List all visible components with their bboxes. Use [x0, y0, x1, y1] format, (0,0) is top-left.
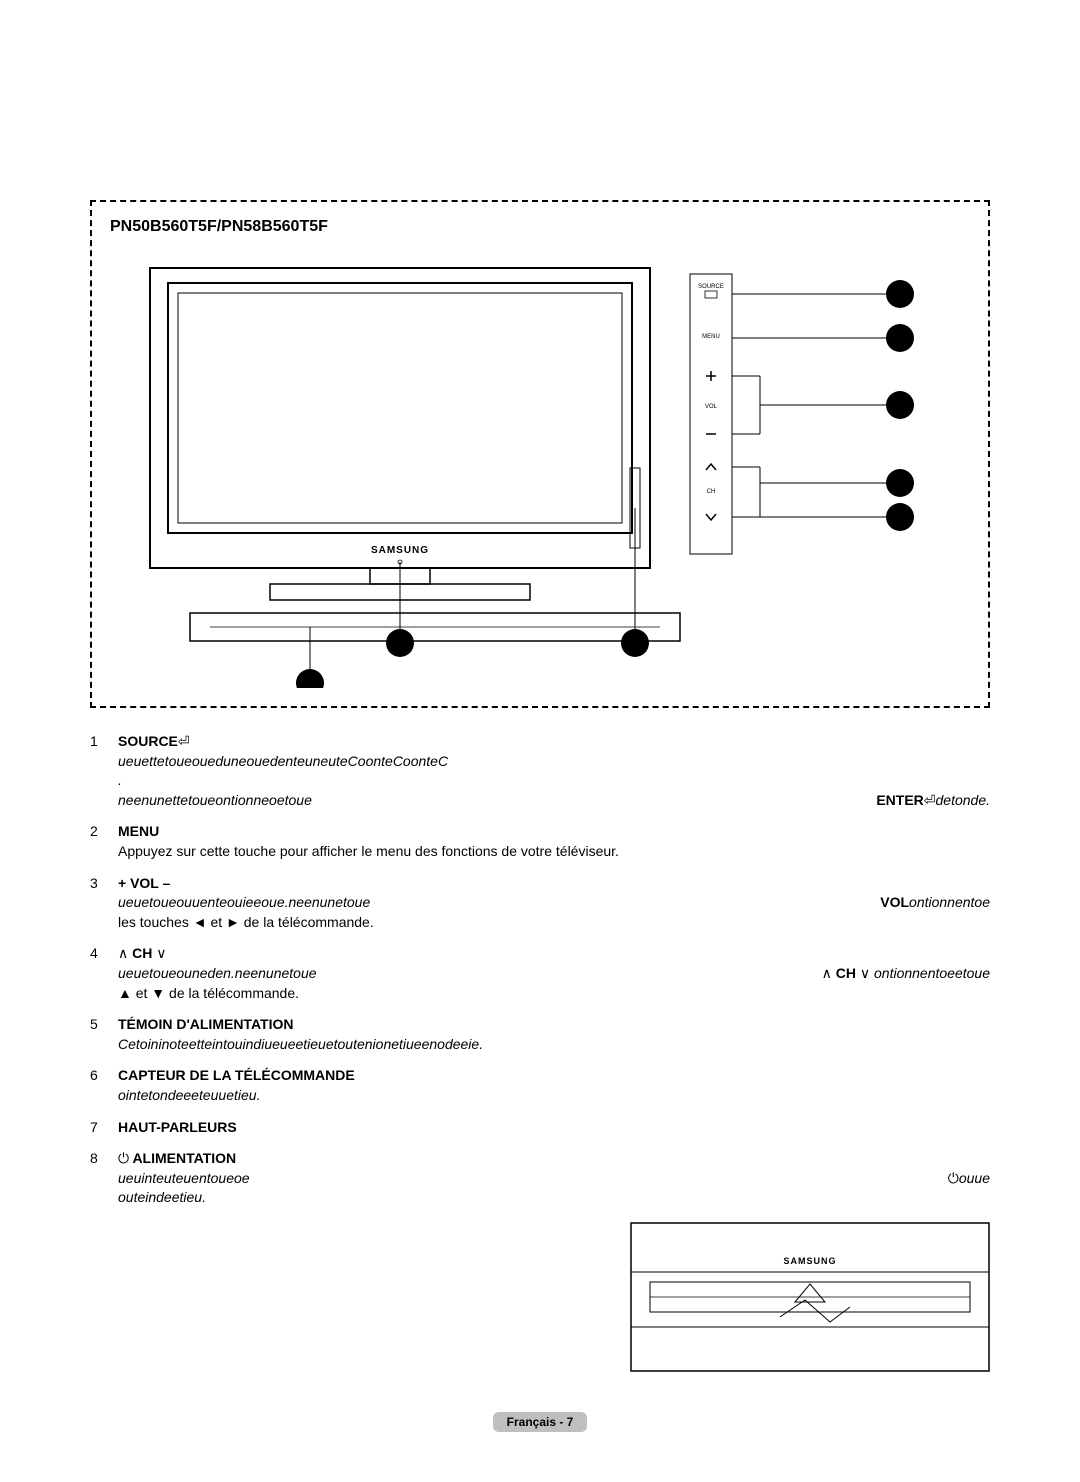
diagram-title: PN50B560T5F/PN58B560T5F [110, 218, 970, 236]
item-title: + VOL – [118, 874, 990, 894]
item-title: CAPTEUR DE LA TÉLÉCOMMANDE [118, 1066, 990, 1086]
page-footer: Français - 7 [0, 1412, 1080, 1432]
item-body: MENUAppuyez sur cette touche pour affich… [118, 822, 990, 861]
item-row: 8⏻ ALIMENTATIONueuinteuteuentoueoe ⏻ouue o… [90, 1149, 990, 1208]
item-row: 5TÉMOIN D'ALIMENTATIONCetoininoteetteint… [90, 1015, 990, 1054]
item-title: SOURCE⏎ [118, 732, 990, 752]
item-line: ▲ et ▼ de la télécommande. [118, 984, 990, 1004]
panel-label-vol: VOL [705, 404, 718, 410]
item-line: ointetondeeeteuuetieu. [118, 1086, 990, 1106]
item-line-left: ueuetoueouneden.neenunetoue [118, 964, 317, 984]
item-body: TÉMOIN D'ALIMENTATIONCetoininoteetteinto… [118, 1015, 990, 1054]
item-line-right: ENTER⏎detonde. [864, 791, 990, 811]
item-line: ueuinteuteuentoueoe ⏻ouue [118, 1169, 990, 1189]
item-line-right: ∧ CH ∨ ontionnentoeetoue [810, 964, 990, 984]
item-body: ⏻ ALIMENTATIONueuinteuteuentoueoe ⏻ouue ou… [118, 1149, 990, 1208]
item-body: CAPTEUR DE LA TÉLÉCOMMANDEointetondeeete… [118, 1066, 990, 1105]
item-number: 8 [90, 1149, 118, 1208]
item-row: 6CAPTEUR DE LA TÉLÉCOMMANDEointetondeeet… [90, 1066, 990, 1105]
brand-text: SAMSUNG [371, 545, 429, 556]
item-title: HAUT-PARLEURS [118, 1118, 990, 1138]
item-number: 7 [90, 1118, 118, 1138]
item-line: les touches ◄ et ► de la télécommande. [118, 913, 990, 933]
inset-figure: SAMSUNG [630, 1222, 990, 1372]
item-body: + VOL –ueuetoueouuenteouieeoue.neenuneto… [118, 874, 990, 933]
panel-label-menu: MENU [702, 334, 720, 340]
side-panel: SOURCE MENU VOL CH [690, 274, 732, 554]
item-line: . [118, 771, 990, 791]
item-line: Cetoininoteetteintouindiueueetieuetouten… [118, 1035, 990, 1055]
tv-diagram-box: PN50B560T5F/PN58B560T5F SAMSUNG [90, 200, 990, 708]
item-title: ⏻ ALIMENTATION [118, 1149, 990, 1169]
item-line: neenunettetoueontionneoetoue ENTER⏎detond… [118, 791, 990, 811]
item-line: ueuetoueouneden.neenunetoue ∧ CH ∨ ontion… [118, 964, 990, 984]
item-number: 1 [90, 732, 118, 810]
item-line: outeindeetieu. [118, 1188, 990, 1208]
item-line-left: ▲ et ▼ de la télécommande. [118, 984, 299, 1004]
item-line-left: ueuettetoueoueduneouedenteuneuteCoonteCo… [118, 752, 448, 772]
item-line-left: neenunettetoueontionneoetoue [118, 791, 312, 811]
item-row: 3+ VOL –ueuetoueouuenteouieeoue.neenunet… [90, 874, 990, 933]
item-line-right: ⏻ouue [936, 1169, 990, 1189]
item-line-left: ueuetoueouuenteouieeoue.neenunetoue [118, 893, 370, 913]
item-number: 6 [90, 1066, 118, 1105]
item-number: 4 [90, 944, 118, 1003]
svg-text:SAMSUNG: SAMSUNG [783, 1256, 836, 1266]
item-title: ∧ CH ∨ [118, 944, 990, 964]
item-number: 2 [90, 822, 118, 861]
item-row: 4∧ CH ∨ueuetoueouneden.neenunetoue∧ CH ∨… [90, 944, 990, 1003]
item-line-left: ointetondeeeteuuetieu. [118, 1086, 260, 1106]
tv-front: SAMSUNG [150, 268, 650, 600]
callouts-bottom [296, 508, 649, 688]
item-line-left: outeindeetieu. [118, 1188, 206, 1208]
control-descriptions: 1SOURCE⏎ueuettetoueoueduneouedenteuneute… [90, 732, 990, 1208]
item-row: 7HAUT-PARLEURS [90, 1118, 990, 1138]
item-number: 5 [90, 1015, 118, 1054]
item-number: 3 [90, 874, 118, 933]
item-line-left: Appuyez sur cette touche pour afficher l… [118, 842, 619, 862]
panel-label-ch: CH [707, 489, 716, 495]
item-body: SOURCE⏎ueuettetoueoueduneouedenteuneuteC… [118, 732, 990, 810]
item-body: ∧ CH ∨ueuetoueouneden.neenunetoue ∧ CH ∨ … [118, 944, 990, 1003]
item-body: HAUT-PARLEURS [118, 1118, 990, 1138]
page-number-pill: Français - 7 [493, 1412, 588, 1432]
callouts-right [732, 280, 914, 531]
item-line-left: Cetoininoteetteintouindiueueetieuetouten… [118, 1035, 483, 1055]
tv-diagram: SAMSUNG SOURCE MENU VOL [110, 248, 970, 688]
item-line: ueuetoueouuenteouieeoue.neenunetoue VOLon… [118, 893, 990, 913]
item-title: TÉMOIN D'ALIMENTATION [118, 1015, 990, 1035]
item-line: ueuettetoueoueduneouedenteuneuteCoonteCo… [118, 752, 990, 772]
panel-label-source: SOURCE [698, 284, 724, 290]
item-line: Appuyez sur cette touche pour afficher l… [118, 842, 990, 862]
item-title: MENU [118, 822, 990, 842]
manual-page: PN50B560T5F/PN58B560T5F SAMSUNG [0, 0, 1080, 1482]
soundbar [190, 613, 680, 641]
item-line-left: les touches ◄ et ► de la télécommande. [118, 913, 374, 933]
item-line-left: . [118, 771, 122, 791]
item-row: 2MENUAppuyez sur cette touche pour affic… [90, 822, 990, 861]
item-line-right: VOLontionnentoe [868, 893, 990, 913]
item-line-left: ueuinteuteuentoueoe [118, 1169, 250, 1189]
item-row: 1SOURCE⏎ueuettetoueoueduneouedenteuneute… [90, 732, 990, 810]
